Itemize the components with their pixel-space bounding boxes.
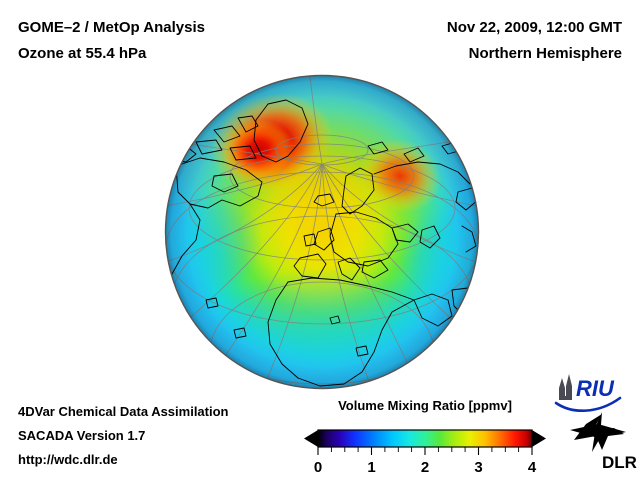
hemisphere-label: Northern Hemisphere — [468, 45, 622, 62]
colorbar-tick-labels: 0 1 2 3 4 — [314, 459, 537, 476]
riu-wordmark: RIU — [576, 376, 615, 401]
wave-icon — [554, 396, 622, 413]
cathedral-spires-icon — [559, 374, 572, 400]
colorbar-title: Volume Mixing Ratio [ppmv] — [338, 398, 512, 413]
colorbar-minor-ticks — [330, 447, 520, 452]
colorbar-tick-4: 4 — [528, 459, 537, 476]
timestamp-label: Nov 22, 2009, 12:00 GMT — [446, 19, 622, 36]
colorbar-max-arrow — [532, 430, 546, 447]
globe-outline — [164, 74, 480, 390]
colorbar-tick-0: 0 — [314, 459, 322, 476]
page-title: GOME–2 / MetOp Analysis — [18, 19, 205, 36]
riu-logo: RIU — [554, 374, 622, 413]
dlr-logo: DLR — [570, 412, 637, 472]
method-label: 4DVar Chemical Data Assimilation — [18, 404, 229, 419]
logos-svg: RIU DLR — [554, 374, 637, 472]
dlr-mark-icon — [570, 412, 626, 452]
colorbar-tick-2: 2 — [421, 459, 429, 476]
colorbar-tick-3: 3 — [474, 459, 482, 476]
colorbar: Volume Mixing Ratio [ppmv] — [300, 398, 550, 478]
colorbar-ticks — [317, 447, 533, 455]
colorbar-tick-1: 1 — [367, 459, 375, 476]
colorbar-gradient — [317, 429, 533, 448]
source-url[interactable]: http://wdc.dlr.de — [18, 452, 118, 467]
ozone-field — [165, 75, 479, 389]
logo-group: RIU DLR — [552, 366, 640, 478]
version-label: SACADA Version 1.7 — [18, 428, 146, 443]
page-subtitle: Ozone at 55.4 hPa — [18, 45, 147, 62]
colorbar-min-arrow — [304, 430, 318, 447]
colorbar-svg: 0 1 2 3 4 — [304, 429, 546, 476]
dlr-wordmark: DLR — [602, 453, 637, 472]
